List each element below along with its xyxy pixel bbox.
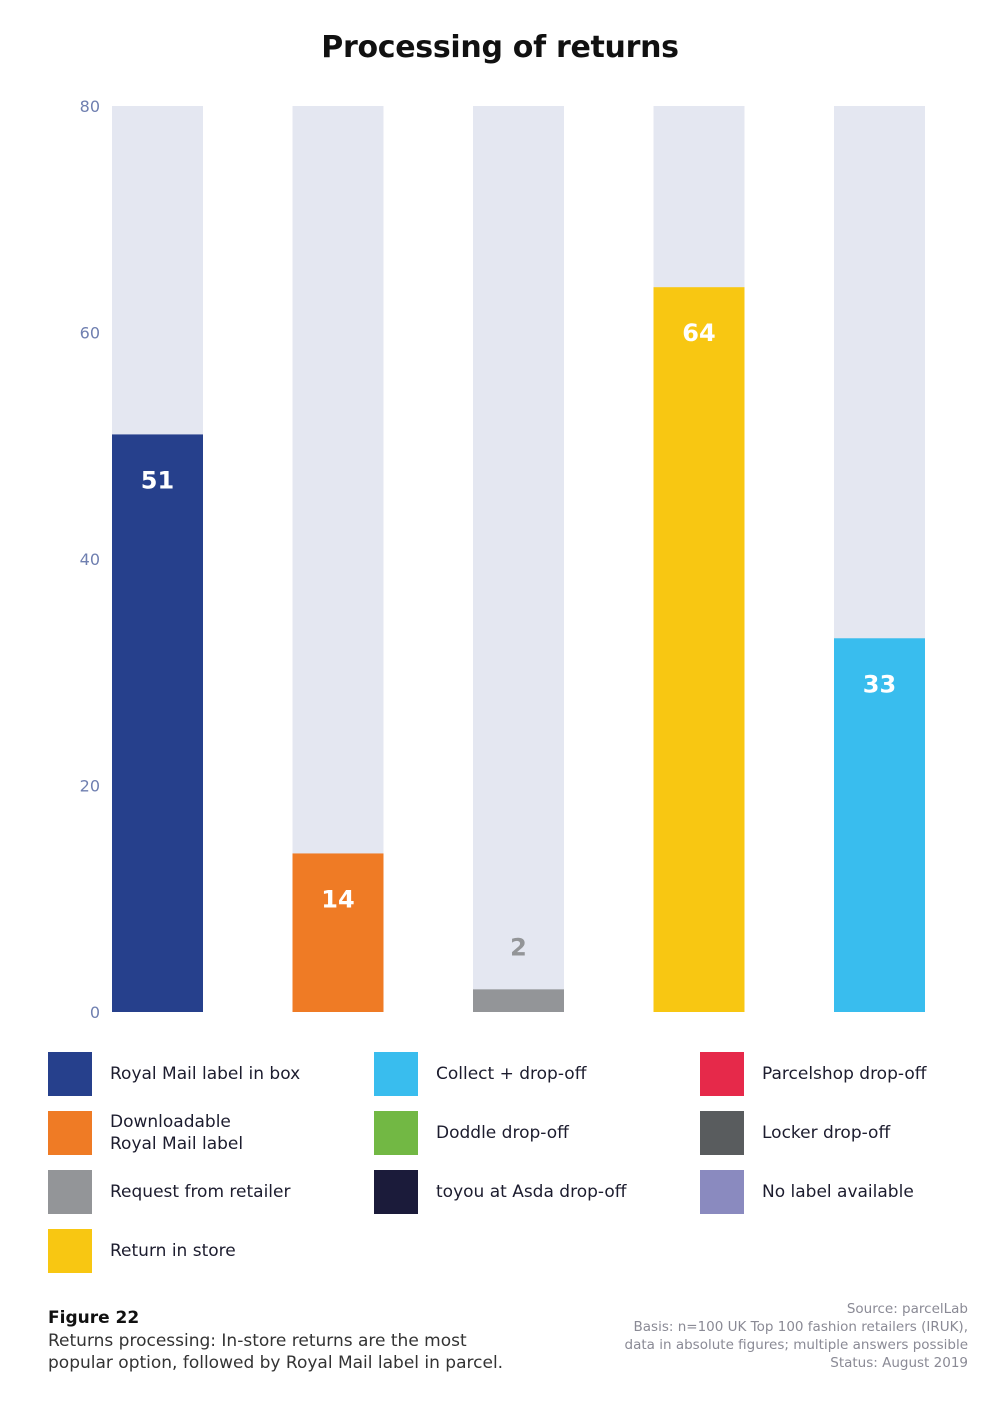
y-tick-label: 20	[80, 777, 100, 796]
legend-swatch	[48, 1052, 92, 1096]
chart-title: Processing of returns	[321, 30, 679, 65]
source-line-2: Basis: n=100 UK Top 100 fashion retailer…	[633, 1319, 968, 1335]
legend-label: Locker drop-off	[762, 1123, 891, 1143]
bar	[112, 434, 203, 1012]
legend-label: Downloadable Royal Mail label	[110, 1112, 244, 1154]
y-tick-label: 40	[80, 550, 100, 569]
legend-label: No label available	[762, 1182, 914, 1202]
legend-item: Parcelshop drop-off	[700, 1052, 1000, 1098]
y-tick-label: 80	[80, 97, 100, 116]
legend-swatch	[48, 1111, 92, 1155]
data-label: 2	[510, 933, 527, 961]
legend-swatch	[374, 1111, 418, 1155]
legend-item: No label available	[700, 1170, 1000, 1216]
legend-item: toyou at Asda drop-off	[374, 1170, 674, 1216]
data-label: 51	[141, 466, 174, 494]
bar	[292, 853, 384, 1012]
source-line-1: Source: parcelLab	[846, 1301, 968, 1317]
legend-swatch	[700, 1052, 744, 1096]
bar	[473, 989, 564, 1012]
legend-swatch	[700, 1111, 744, 1155]
legend-label: Return in store	[110, 1241, 236, 1261]
legend-item: Downloadable Royal Mail label	[48, 1111, 348, 1157]
source-line-4: Status: August 2019	[830, 1355, 968, 1371]
source-note: Source: parcelLab Basis: n=100 UK Top 10…	[568, 1300, 968, 1372]
data-label: 14	[321, 885, 354, 913]
bar-background	[473, 106, 564, 1012]
legend-label: toyou at Asda drop-off	[436, 1182, 627, 1202]
legend-item: Royal Mail label in box	[48, 1052, 348, 1098]
chart-legend: Royal Mail label in box Downloadable Roya…	[48, 1052, 988, 1282]
legend-item: Request from retailer	[48, 1170, 348, 1216]
source-line-3: data in absolute figures; multiple answe…	[624, 1337, 968, 1353]
bar-chart: 0 20 40 60 80 51 14 2 64 33	[80, 97, 925, 1022]
legend-item: Doddle drop-off	[374, 1111, 674, 1157]
bar	[653, 287, 745, 1012]
legend-swatch	[48, 1229, 92, 1273]
y-tick-label: 60	[80, 324, 100, 343]
legend-label: Parcelshop drop-off	[762, 1064, 927, 1084]
legend-swatch	[374, 1052, 418, 1096]
legend-label: Doddle drop-off	[436, 1123, 569, 1143]
y-tick-label: 0	[90, 1003, 100, 1022]
legend-label: Request from retailer	[110, 1182, 291, 1202]
legend-item: Locker drop-off	[700, 1111, 1000, 1157]
figure-caption: Returns processing: In-store returns are…	[48, 1330, 528, 1374]
bar	[834, 638, 925, 1012]
figure-caption-line-1: Returns processing: In-store returns are…	[48, 1331, 467, 1351]
data-label: 64	[682, 319, 715, 347]
figure-caption-block: Figure 22 Returns processing: In-store r…	[48, 1308, 528, 1374]
legend-swatch	[374, 1170, 418, 1214]
data-label: 33	[863, 670, 896, 698]
legend-label: Collect + drop-off	[436, 1064, 587, 1084]
figure-number: Figure 22	[48, 1308, 140, 1328]
legend-item: Collect + drop-off	[374, 1052, 674, 1098]
legend-swatch	[700, 1170, 744, 1214]
legend-item: Return in store	[48, 1229, 348, 1275]
legend-swatch	[48, 1170, 92, 1214]
figure-caption-line-2: popular option, followed by Royal Mail l…	[48, 1353, 504, 1373]
legend-label: Royal Mail label in box	[110, 1064, 301, 1084]
